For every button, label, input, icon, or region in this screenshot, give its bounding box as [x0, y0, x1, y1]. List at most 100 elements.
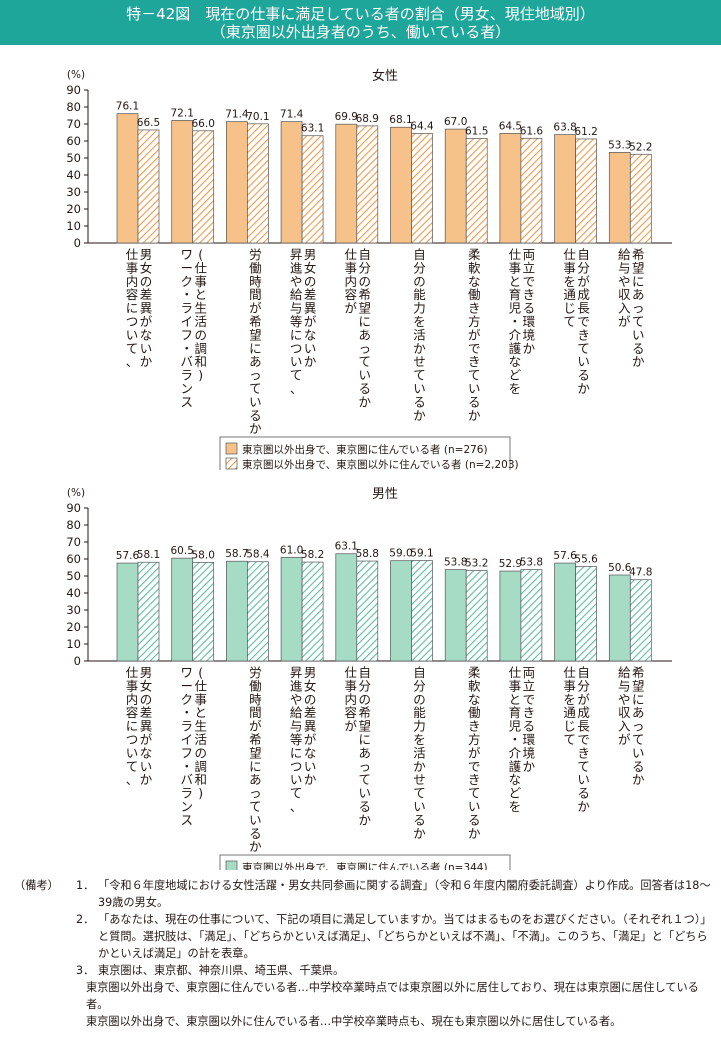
- data-label: 69.9: [335, 111, 358, 123]
- y-tick-label: 30: [66, 185, 81, 199]
- y-tick-label: 10: [66, 219, 81, 233]
- bar-series2: [301, 561, 324, 662]
- category-label: 自分の能力を活かせているか: [413, 247, 426, 423]
- bar-series2: [137, 561, 160, 662]
- y-tick-label: 40: [66, 168, 81, 182]
- data-label: 58.0: [192, 549, 215, 561]
- data-label: 72.1: [171, 107, 194, 119]
- category-label: 希望にあっているか: [632, 247, 645, 369]
- data-label: 63.1: [335, 541, 358, 553]
- category-label: (仕事と生活の調和): [194, 247, 207, 383]
- legend-label: 東京圏以外出身で、東京圏に住んでいる者 (n=344): [242, 861, 488, 870]
- figure-title-line2: （東京圏以外出身者のうち、働いている者）: [210, 23, 511, 41]
- chart-title: 女性: [372, 68, 398, 84]
- y-tick-label: 40: [66, 586, 81, 600]
- notes-section: （備考） 1． 「令和６年度地域における女性活躍・男女共同参画に関する調査」（令…: [14, 877, 714, 1030]
- bar-series2: [629, 579, 652, 662]
- data-label: 50.6: [608, 562, 632, 574]
- bar-series2: [629, 153, 652, 244]
- legend-box: [219, 436, 511, 470]
- data-label: 61.0: [280, 544, 303, 556]
- data-label: 58.1: [137, 549, 160, 561]
- bar-series2: [465, 138, 488, 244]
- category-label: 給与や収入が: [618, 665, 631, 747]
- bar-series1: [280, 121, 303, 244]
- data-label: 58.8: [356, 548, 379, 560]
- category-label: 仕事を通じて: [563, 665, 576, 747]
- y-tick-label: 60: [66, 552, 81, 566]
- data-label: 53.8: [520, 557, 543, 569]
- data-label: 60.5: [171, 545, 194, 557]
- category-label: 仕事内容が: [345, 247, 358, 316]
- category-label: 仕事内容について、: [126, 247, 139, 369]
- bar-series1: [226, 560, 248, 662]
- bar-series2: [137, 129, 160, 244]
- y-tick-label: 10: [66, 637, 81, 651]
- bar-series1: [554, 562, 576, 662]
- data-label: 70.1: [246, 111, 269, 123]
- bar-series1: [335, 553, 358, 662]
- legend-swatch: [225, 457, 238, 470]
- y-tick-label: 70: [66, 117, 81, 131]
- bar-series2: [520, 569, 543, 662]
- data-label: 57.6: [116, 550, 140, 562]
- category-label: 男女の差異がないか: [304, 247, 317, 369]
- bar-series2: [356, 560, 379, 662]
- data-label: 53.8: [444, 557, 467, 569]
- legend-swatch: [225, 860, 238, 870]
- male-chart: 男性(%)010203040506070809057.658.1男女の差異がない…: [66, 487, 672, 870]
- bar-series1: [171, 120, 194, 244]
- category-label: 仕事内容が: [345, 665, 358, 734]
- y-tick-label: 90: [66, 501, 81, 515]
- y-tick-label: 30: [66, 603, 81, 617]
- bar-series1: [116, 113, 139, 244]
- bar-series2: [520, 137, 543, 244]
- data-label: 63.8: [553, 122, 576, 134]
- bar-series2: [301, 135, 324, 244]
- note-item-3: 3． 東京圏は、東京都、神奈川県、埼玉県、千葉県。: [14, 962, 714, 979]
- category-label: ワーク・ライフ・バランス: [180, 665, 193, 827]
- category-label: 男女の差異がないか: [140, 665, 153, 787]
- category-label: 昇進や給与等について、: [290, 665, 303, 814]
- bar-series1: [444, 569, 467, 662]
- y-tick-label: 0: [74, 236, 81, 250]
- category-label: 両立できる環境か: [523, 665, 536, 774]
- category-label: 仕事と育児・介護などを: [509, 665, 522, 814]
- bar-series2: [411, 133, 433, 244]
- category-label: 労働時間が希望にあっているか: [249, 247, 262, 436]
- data-label: 58.2: [301, 549, 324, 561]
- data-label: 61.2: [574, 126, 597, 138]
- bar-series2: [247, 123, 269, 244]
- bar-series1: [499, 132, 522, 244]
- category-label: 自分が成長できているか: [577, 665, 590, 814]
- data-label: 68.1: [389, 114, 412, 126]
- data-label: 53.3: [608, 139, 631, 151]
- note-text: 「あなたは、現在の仕事について、下記の項目に満足していますか。当てはまるものをお…: [98, 913, 712, 960]
- data-label: 55.6: [574, 553, 598, 565]
- y-tick-label: 0: [74, 654, 81, 668]
- data-label: 58.4: [246, 549, 270, 561]
- bar-series2: [411, 560, 433, 662]
- note-item-2: 2． 「あなたは、現在の仕事について、下記の項目に満足していますか。当てはまるも…: [14, 911, 714, 962]
- bar-series1: [280, 556, 303, 662]
- category-label: 自分の能力を活かせているか: [413, 665, 426, 841]
- category-label: 柔軟な働き方ができているか: [468, 665, 481, 841]
- female-chart: 女性 (%) 0 10 20 30 40 50 60 70 80 90 76.1 66.5 男女の差異がない…: [66, 68, 672, 470]
- bar-series1: [444, 128, 467, 244]
- category-label: 自分が成長できているか: [577, 247, 590, 396]
- data-label: 53.2: [465, 558, 488, 570]
- category-label: 男女の差異がないか: [140, 247, 153, 369]
- category-label: 仕事を通じて: [563, 247, 576, 329]
- y-tick-label: 20: [66, 620, 81, 634]
- data-label: 47.8: [629, 567, 652, 579]
- data-label: 64.4: [410, 121, 434, 133]
- data-label: 59.1: [410, 548, 433, 560]
- data-label: 61.5: [465, 125, 488, 137]
- y-axis-unit: (%): [67, 69, 85, 81]
- bar-series1: [116, 562, 139, 662]
- note-number: 2．: [76, 913, 95, 926]
- legend-label: 東京圏以外出身で、東京圏に住んでいる者 (n=276): [242, 443, 488, 456]
- category-label: 男女の差異がないか: [304, 665, 317, 787]
- data-label: 71.4: [280, 109, 304, 121]
- chart-title: 男性: [372, 487, 398, 502]
